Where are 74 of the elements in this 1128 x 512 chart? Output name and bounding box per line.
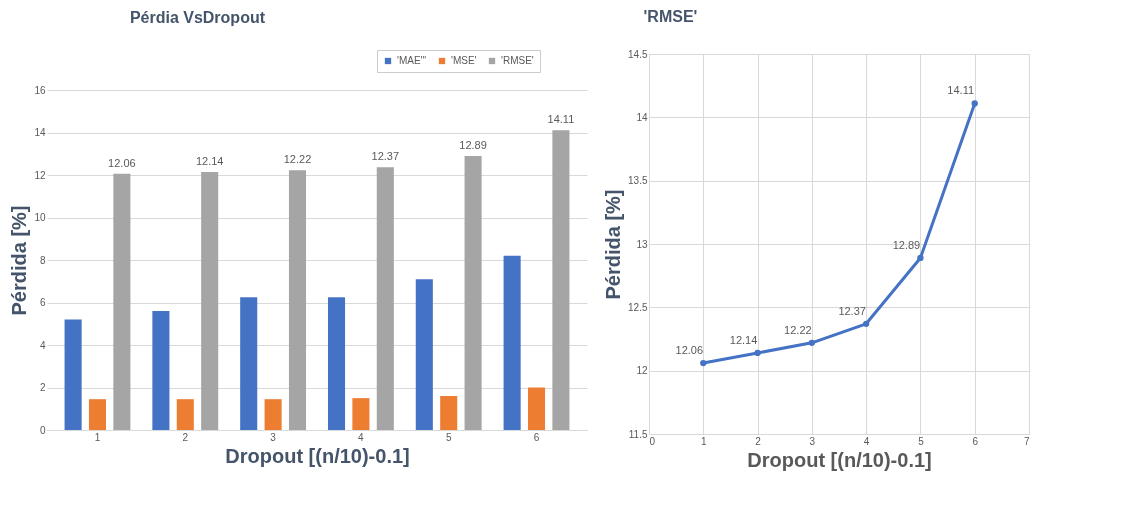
data-label: 12.14 [729,333,758,346]
y-tick-label: 12 [34,169,46,181]
bar [327,297,346,430]
x-tick-label: 5 [445,431,452,443]
x-tick-label: 0 [649,435,656,447]
y-tick-label: 4 [39,339,46,351]
x-tick-label: 3 [809,435,816,447]
y-axis-title: Pérdida [%] [602,189,625,300]
bar [503,255,521,430]
data-label: 12.37 [838,304,866,317]
bar [113,173,131,430]
bar [264,399,282,430]
y-tick-label: 14 [34,127,46,138]
x-tick-label: 4 [358,431,365,443]
data-label: 12.89 [892,238,921,251]
data-label: 14.11 [947,84,975,97]
y-tick-label: 14 [636,111,648,123]
y-tick-label: 8 [39,254,46,266]
bar [288,170,307,430]
x-tick-label: 7 [1023,435,1030,447]
x-tick-label: 6 [533,431,540,443]
x-tick-label: 2 [182,431,189,443]
bar [527,387,546,430]
x-axis-title: Dropout [(n/10)-0.1] [225,444,410,467]
data-label: 12.14 [195,155,224,168]
y-tick-label: 13.5 [628,175,648,187]
point [862,320,870,327]
bar [176,399,194,430]
bar [376,167,394,430]
bar [415,279,433,430]
y-tick-label: 2 [39,382,46,393]
data-label: 12.37 [371,150,400,163]
bar [201,172,219,430]
y-tick-label: 11.5 [628,428,648,440]
bar [440,396,458,430]
data-label: 12.89 [459,139,487,152]
bar [240,297,258,430]
y-tick-label: 6 [39,297,46,308]
y-tick-label: 16 [34,84,46,96]
legend-label: 'MAE'" [397,55,427,66]
data-label: 12.06 [108,156,136,169]
x-tick-label: 3 [270,431,277,443]
y-tick-label: 10 [34,212,46,223]
x-tick-label: 4 [863,435,870,447]
x-axis-title: Dropout [(n/10)-0.1] [747,448,932,471]
point [754,349,761,357]
y-axis-title: Pérdida [%] [8,205,31,316]
point [700,359,707,367]
bar [464,156,482,430]
bar [88,399,107,430]
data-label: 14.11 [547,113,575,126]
x-tick-label: 1 [94,431,101,443]
y-tick-label: 13 [636,238,648,250]
bar [64,319,82,430]
chart-title: 'RMSE' [643,8,698,25]
y-tick-label: 12 [636,365,648,377]
data-label: 12.22 [784,323,812,336]
bar [352,398,370,430]
legend-label: 'RMSE' [501,55,534,66]
x-tick-label: 5 [918,435,925,447]
point [808,339,816,346]
x-tick-label: 2 [755,435,762,447]
point [971,100,978,107]
y-tick-label: 14.5 [628,48,648,60]
bar [152,311,170,430]
data-label: 12.06 [675,344,704,357]
x-tick-label: 1 [701,435,707,447]
data-label: 12.22 [283,153,312,166]
x-tick-label: 6 [972,435,979,447]
point [917,254,924,262]
bar [552,130,570,430]
chart-title: Pérdia VsDropout [129,8,266,26]
y-tick-label: 12.5 [628,301,648,313]
legend-label: 'MSE' [451,55,477,66]
